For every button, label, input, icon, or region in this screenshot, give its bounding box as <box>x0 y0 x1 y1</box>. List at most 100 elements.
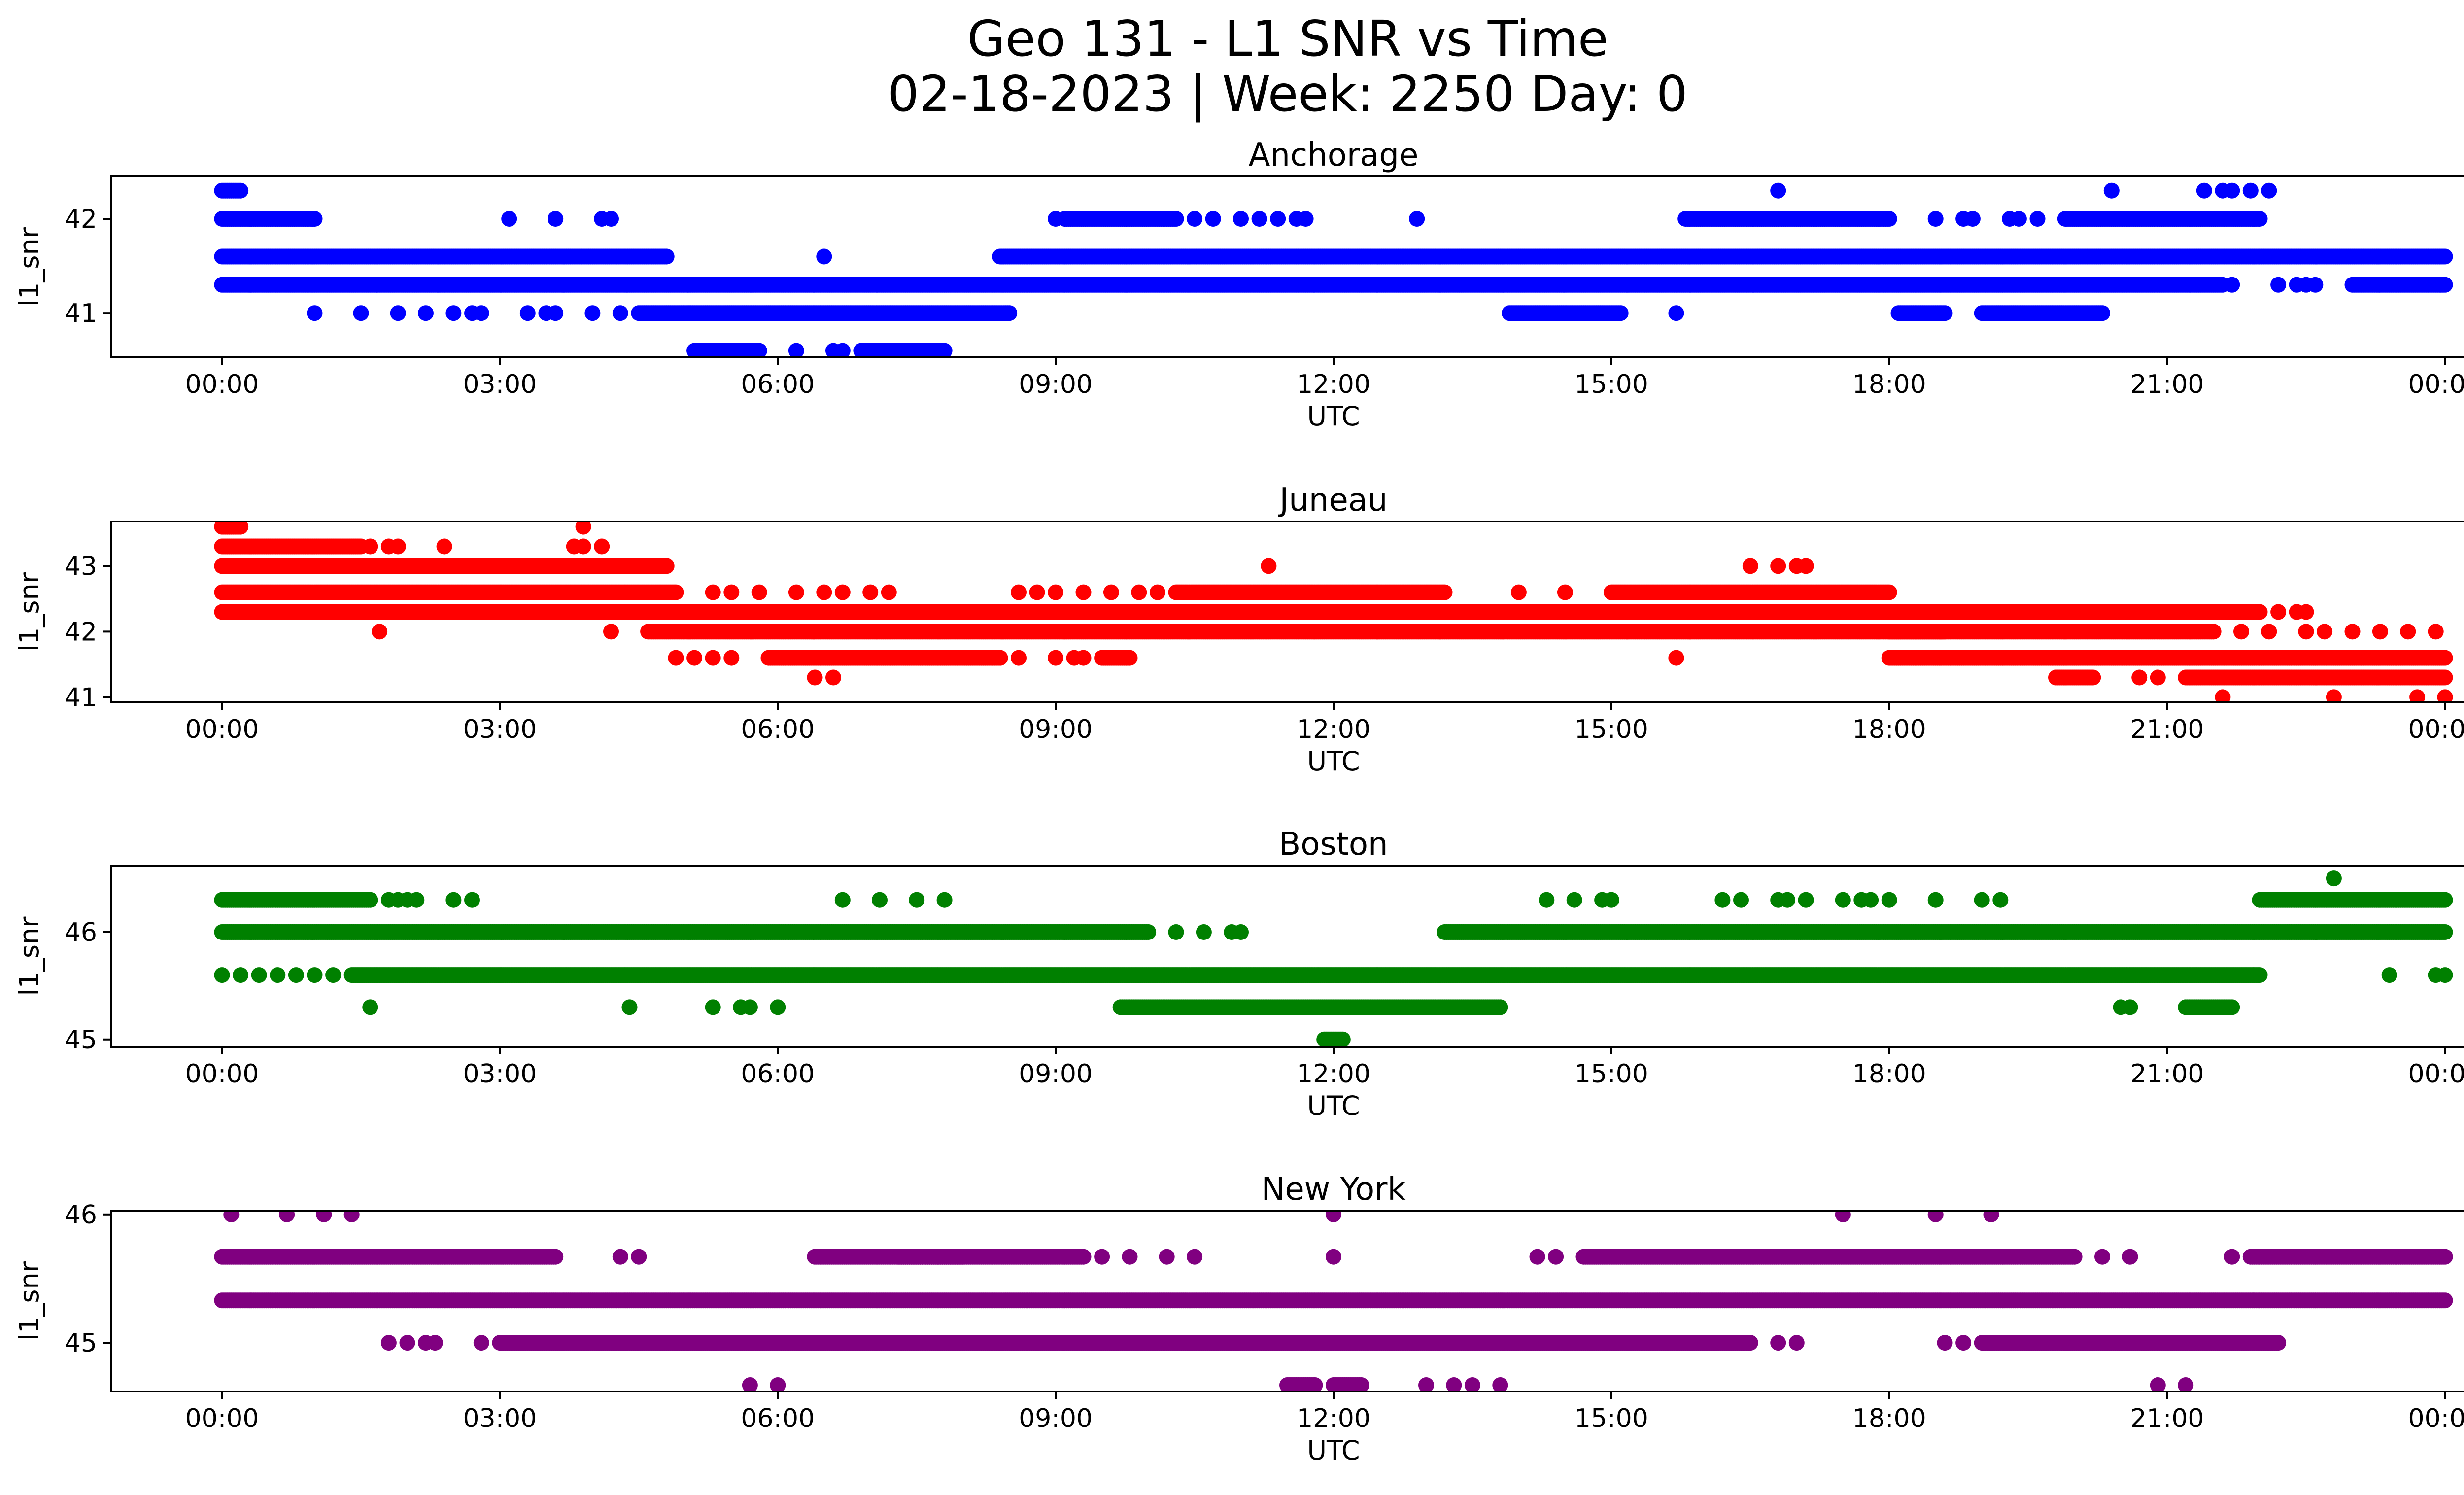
data-point <box>603 211 619 227</box>
data-point <box>1011 584 1027 600</box>
data-point <box>390 305 406 321</box>
data-point <box>2270 277 2287 293</box>
x-tick-label: 06:00 <box>741 370 815 399</box>
x-tick-label: 18:00 <box>1852 370 1926 399</box>
data-point <box>612 305 628 321</box>
figure-title-line1: Geo 131 - L1 SNR vs Time <box>967 10 1608 68</box>
data-point <box>548 211 564 227</box>
data-point <box>1168 211 1184 227</box>
data-point <box>658 248 675 265</box>
data-point <box>788 584 804 600</box>
data-point <box>307 211 323 227</box>
subplot-panels: Anchorage 00:00 03:00 06:00 09:00 12:00 15:00 1… <box>14 137 2464 1466</box>
data-point <box>1881 584 1897 600</box>
data-point <box>390 538 406 555</box>
data-point <box>751 343 767 357</box>
data-point <box>2437 277 2453 293</box>
data-point <box>2196 182 2212 199</box>
data-point <box>1437 584 1453 600</box>
data-point <box>1048 584 1064 600</box>
data-point <box>473 305 489 321</box>
data-point <box>1409 211 1425 227</box>
data-point <box>2011 211 2027 227</box>
y-axis-label: l1_snr <box>14 227 45 307</box>
data-point <box>1103 584 1119 600</box>
x-axis-label: UTC <box>1307 401 1360 432</box>
data-point <box>584 305 601 321</box>
data-point <box>1510 584 1527 600</box>
data-point <box>519 305 536 321</box>
data-point <box>436 538 452 555</box>
data-point <box>233 182 249 199</box>
y-tick-label: 41 <box>65 299 97 328</box>
data-point <box>816 248 832 265</box>
data-point <box>1131 584 1147 600</box>
x-tick-label: 12:00 <box>1297 370 1370 399</box>
data-point <box>501 211 517 227</box>
data-point <box>1233 211 1249 227</box>
data-point <box>2103 182 2120 199</box>
data-point <box>2242 182 2259 199</box>
data-point <box>1742 558 1758 574</box>
data-point <box>816 584 832 600</box>
data-point <box>548 305 564 321</box>
data-point <box>1001 305 1018 321</box>
data-point <box>723 584 740 600</box>
x-tick-label: 21:00 <box>2130 370 2204 399</box>
data-point <box>751 584 767 600</box>
figure-title-line2: 02-18-2023 | Week: 2250 Day: 0 <box>888 65 1687 123</box>
data-point <box>2224 182 2240 199</box>
data-point <box>575 538 591 555</box>
data-point <box>2252 211 2268 227</box>
data-point <box>2437 248 2453 265</box>
data-point <box>1298 211 1314 227</box>
scatter-series <box>214 182 2453 357</box>
data-point <box>1557 584 1573 600</box>
data-point <box>1149 584 1165 600</box>
subplot-title: Anchorage <box>1249 137 1419 174</box>
data-point <box>1205 211 1221 227</box>
data-point <box>1075 584 1092 600</box>
data-point <box>834 584 851 600</box>
data-point <box>1187 211 1203 227</box>
data-point <box>705 584 721 600</box>
data-point <box>1770 558 1786 574</box>
y-tick-label: 42 <box>65 205 97 234</box>
x-tick-label: 00:00 <box>2408 370 2464 399</box>
scatter-series <box>214 522 2453 702</box>
x-tick-label: 03:00 <box>463 370 537 399</box>
data-point <box>445 305 462 321</box>
data-point <box>2307 277 2324 293</box>
data-point <box>1937 305 1953 321</box>
data-point <box>2094 305 2110 321</box>
data-point <box>575 522 591 535</box>
data-point <box>668 584 684 600</box>
x-tick-label: 15:00 <box>1574 370 1648 399</box>
data-point <box>1270 211 1286 227</box>
data-point <box>834 343 851 357</box>
data-point <box>1927 211 1944 227</box>
data-point <box>936 343 953 357</box>
data-point <box>658 558 675 574</box>
x-tick-label: 00:00 <box>185 370 259 399</box>
data-point <box>2029 211 2046 227</box>
data-point <box>1770 182 1786 199</box>
data-point <box>1261 558 1277 574</box>
data-point <box>1798 558 1814 574</box>
data-point <box>362 538 378 555</box>
x-tick-label: 09:00 <box>1019 370 1093 399</box>
data-point <box>1029 584 1045 600</box>
data-point <box>594 538 610 555</box>
subplot-title: Juneau <box>1277 482 1387 519</box>
data-point <box>307 305 323 321</box>
data-point <box>862 584 879 600</box>
data-point <box>788 343 804 357</box>
data-point <box>2224 277 2240 293</box>
data-point <box>1612 305 1629 321</box>
data-point <box>418 305 434 321</box>
data-point <box>1668 305 1684 321</box>
subplot-anchorage: Anchorage 00:00 03:00 06:00 09:00 12:00 15:00 1… <box>14 137 2464 432</box>
data-point <box>2261 182 2277 199</box>
